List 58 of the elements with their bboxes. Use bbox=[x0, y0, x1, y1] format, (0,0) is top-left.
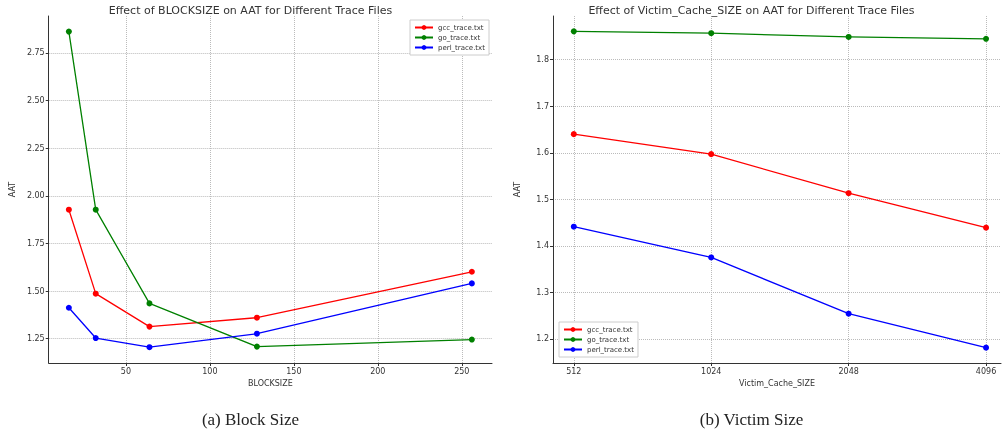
point bbox=[92, 206, 99, 213]
y-axis-title: AAT bbox=[7, 181, 17, 198]
point bbox=[92, 290, 99, 297]
text: (b) Victim Size bbox=[699, 410, 804, 429]
y-tick-label: 1.5 bbox=[536, 194, 549, 204]
point bbox=[253, 330, 260, 337]
y-tick-label: 1.8 bbox=[536, 55, 549, 65]
point bbox=[65, 304, 72, 311]
point bbox=[570, 28, 577, 35]
x-tick-label: 50 bbox=[120, 366, 132, 376]
point bbox=[845, 190, 852, 197]
x-tick-label: 1024 bbox=[701, 366, 722, 376]
chart-title: Effect of BLOCKSIZE on AAT for Different Trace Files bbox=[108, 4, 393, 17]
y-tick-label: 1.2 bbox=[536, 334, 549, 344]
y-tick-label: 2.50 bbox=[26, 96, 45, 106]
y-axis-title: AAT bbox=[512, 181, 522, 198]
point bbox=[983, 224, 990, 231]
point bbox=[468, 280, 475, 287]
y-tick-label: 1.25 bbox=[26, 334, 45, 344]
x-tick-label: 2048 bbox=[838, 366, 859, 376]
y-tick-label: 1.6 bbox=[536, 148, 549, 158]
point bbox=[845, 33, 852, 40]
y-tick-label: 1.75 bbox=[26, 238, 45, 248]
x-axis-title: Victim_Cache_SIZE bbox=[739, 379, 815, 389]
y-tick-label: 1.3 bbox=[536, 287, 549, 297]
x-tick-label: 4096 bbox=[975, 366, 997, 376]
point bbox=[708, 151, 715, 158]
point bbox=[468, 268, 475, 275]
point bbox=[253, 343, 260, 350]
point bbox=[92, 335, 99, 342]
y-tick-label: 1.4 bbox=[536, 241, 549, 251]
point bbox=[65, 28, 72, 35]
y-tick-label: 2.25 bbox=[26, 143, 45, 153]
y-tick-label: 2.75 bbox=[26, 48, 45, 58]
x-tick-label: 250 bbox=[454, 366, 470, 376]
point bbox=[983, 35, 990, 42]
point bbox=[708, 30, 715, 37]
text: (a) Block Size bbox=[201, 410, 300, 429]
point bbox=[146, 300, 153, 307]
point bbox=[983, 344, 990, 351]
x-tick-label: 150 bbox=[286, 366, 302, 376]
point bbox=[845, 310, 852, 317]
point bbox=[146, 344, 153, 351]
x-tick-label: 200 bbox=[370, 366, 386, 376]
y-tick-label: 2.00 bbox=[26, 191, 45, 201]
x-axis-title: BLOCKSIZE bbox=[247, 379, 293, 389]
x-tick-label: 512 bbox=[566, 366, 582, 376]
point bbox=[65, 206, 72, 213]
point bbox=[708, 254, 715, 261]
y-tick-label: 1.50 bbox=[26, 286, 45, 296]
chart-title: Effect of Victim_Cache_SIZE on AAT for Different Trace Files bbox=[588, 4, 915, 17]
point bbox=[253, 314, 260, 321]
y-tick-label: 1.7 bbox=[536, 101, 549, 111]
point bbox=[570, 131, 577, 138]
point bbox=[146, 323, 153, 330]
x-tick-label: 100 bbox=[202, 366, 218, 376]
point bbox=[468, 336, 475, 343]
point bbox=[570, 223, 577, 230]
